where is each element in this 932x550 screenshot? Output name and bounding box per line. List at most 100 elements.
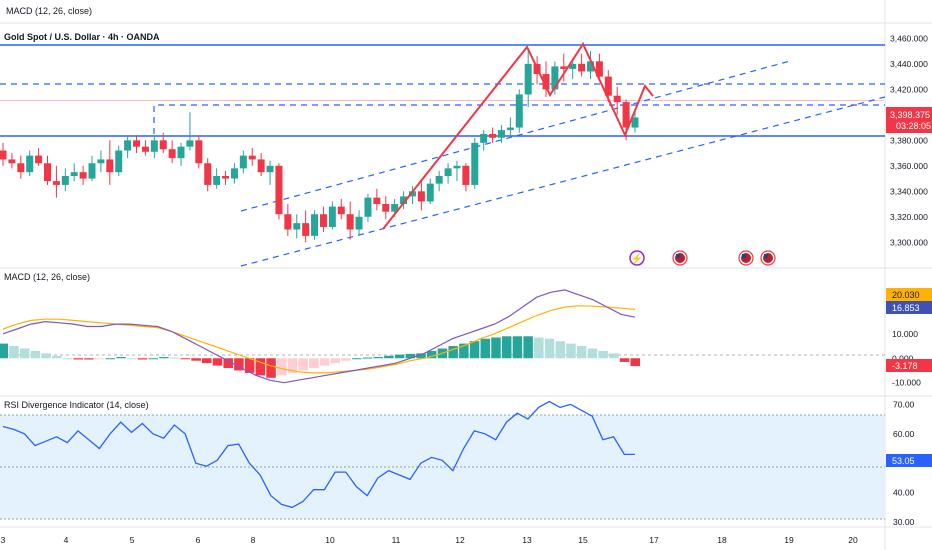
event-marker-us-flag-3[interactable] — [760, 250, 776, 266]
macd-axis[interactable]: 10.000 0.000 -10.000 — [892, 329, 921, 388]
candle[interactable] — [106, 140, 114, 185]
histogram-bar — [480, 338, 491, 359]
histogram-bar — [319, 358, 330, 366]
candle[interactable] — [444, 163, 452, 184]
candle[interactable] — [319, 206, 327, 233]
macd-pane-label[interactable]: MACD (12, 26, close) — [4, 272, 90, 282]
candle[interactable] — [275, 163, 283, 220]
candle[interactable] — [26, 150, 34, 176]
candle[interactable] — [257, 153, 265, 176]
candle[interactable] — [373, 188, 381, 211]
candle[interactable] — [560, 53, 568, 82]
candle[interactable] — [497, 125, 505, 143]
candle[interactable] — [408, 186, 416, 205]
candle[interactable] — [213, 168, 221, 189]
candle[interactable] — [266, 160, 274, 185]
histogram-bar — [555, 341, 566, 359]
candle[interactable] — [124, 135, 132, 159]
candle[interactable] — [177, 142, 185, 166]
candle[interactable] — [311, 210, 319, 240]
candle[interactable] — [88, 155, 96, 182]
price-pane[interactable]: ⚡ — [0, 41, 886, 267]
histogram-bar — [244, 358, 255, 373]
candle[interactable] — [61, 168, 69, 192]
histogram-bar — [523, 336, 533, 359]
rsi-pane[interactable] — [0, 400, 885, 520]
histogram-bar — [202, 358, 212, 364]
candle[interactable] — [70, 163, 78, 182]
time-tick-label: 6 — [196, 535, 201, 545]
candle[interactable] — [44, 155, 52, 185]
candle[interactable] — [79, 165, 87, 185]
candle[interactable] — [515, 89, 523, 133]
event-marker-us-flag-1[interactable] — [672, 250, 688, 266]
candle[interactable] — [293, 214, 301, 239]
time-tick-label: 10 — [325, 535, 335, 545]
candle[interactable] — [453, 160, 461, 182]
candle[interactable] — [141, 140, 149, 156]
candle[interactable] — [302, 210, 310, 243]
candle[interactable] — [346, 201, 354, 240]
event-marker-lightning[interactable]: ⚡ — [629, 250, 645, 266]
candle[interactable] — [355, 210, 363, 235]
candle[interactable] — [480, 130, 488, 151]
candle[interactable] — [0, 142, 7, 166]
candle[interactable] — [435, 170, 443, 192]
candle[interactable] — [542, 61, 550, 97]
top-indicator-label[interactable]: MACD (12, 26, close) — [6, 6, 92, 16]
candle[interactable] — [586, 51, 594, 80]
time-axis[interactable]: 3 4 5 6 8 10 11 12 13 15 17 18 19 20 — [1, 535, 858, 545]
candle[interactable] — [489, 127, 497, 143]
pattern-line[interactable] — [382, 41, 654, 230]
candle[interactable] — [417, 181, 425, 211]
candle[interactable] — [204, 158, 212, 192]
candle[interactable] — [230, 163, 238, 184]
candle[interactable] — [524, 51, 532, 108]
price-tick-label: 3,440.000 — [890, 59, 928, 69]
candle[interactable] — [8, 153, 16, 169]
candle[interactable] — [382, 196, 390, 220]
candle[interactable] — [222, 170, 230, 185]
symbol-title[interactable]: Gold Spot / U.S. Dollar · 4h · OANDA — [4, 32, 160, 42]
candle[interactable] — [578, 53, 586, 77]
candle[interactable] — [159, 132, 167, 154]
candle[interactable] — [337, 198, 345, 220]
candle[interactable] — [569, 58, 577, 80]
candle[interactable] — [186, 112, 194, 151]
candle[interactable] — [17, 155, 25, 179]
candle[interactable] — [115, 145, 123, 176]
candle[interactable] — [471, 137, 479, 189]
candle[interactable] — [328, 201, 336, 230]
candle[interactable] — [400, 191, 408, 210]
candle[interactable] — [168, 140, 176, 164]
candle[interactable] — [595, 53, 603, 82]
histogram-bar — [148, 358, 158, 360]
candle[interactable] — [284, 204, 292, 236]
price-axis[interactable]: 3,460.0003,440.0003,420.0003,400.0003,38… — [890, 33, 928, 247]
candle[interactable] — [97, 150, 105, 173]
channel-lower-line[interactable] — [240, 96, 886, 267]
candle[interactable] — [239, 150, 247, 174]
candle[interactable] — [506, 117, 514, 138]
time-tick-label: 3 — [1, 535, 6, 545]
candle[interactable] — [133, 135, 141, 154]
candles[interactable] — [0, 51, 639, 243]
candle[interactable] — [248, 147, 256, 166]
candle[interactable] — [195, 135, 203, 169]
price-tick-label: 3,420.000 — [890, 84, 928, 94]
candle[interactable] — [35, 147, 43, 166]
histogram-bar — [255, 358, 266, 376]
macd-pane[interactable] — [0, 289, 885, 384]
candle[interactable] — [426, 178, 434, 205]
rsi-pane-label[interactable]: RSI Divergence Indicator (14, close) — [4, 400, 149, 410]
candle[interactable] — [613, 86, 621, 115]
channel-upper-line[interactable] — [240, 60, 791, 212]
candle[interactable] — [631, 112, 639, 133]
histogram-value: -3.178 — [892, 361, 918, 371]
event-marker-us-flag-2[interactable] — [738, 250, 754, 266]
candle[interactable] — [462, 163, 470, 192]
candle[interactable] — [364, 193, 372, 222]
histogram-bar — [266, 358, 276, 378]
candle[interactable] — [150, 135, 158, 159]
candle[interactable] — [52, 165, 60, 198]
